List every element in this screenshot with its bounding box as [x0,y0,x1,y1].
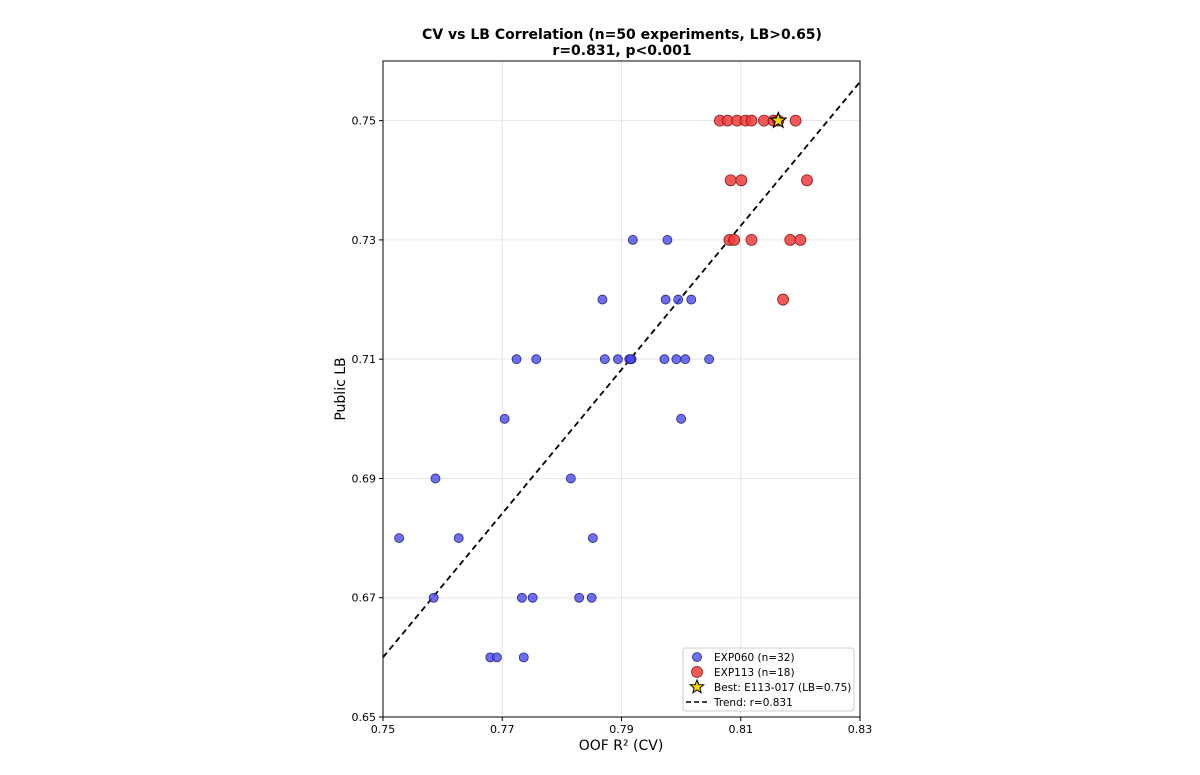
exp060-point [527,592,538,603]
exp060-point [625,354,636,365]
exp060-point [453,533,464,543]
exp060-point [676,413,687,424]
exp060-point [704,354,715,365]
exp060-point [517,592,527,603]
exp060-point [627,235,638,245]
y-tick-label: 0.67 [352,592,377,605]
exp060-point [597,294,608,305]
x-tick-label: 0.83 [848,723,873,736]
exp113-point [794,234,807,246]
x-tick-label: 0.75 [371,723,396,736]
legend-label-exp060: EXP060 (n=32) [714,652,795,664]
exp060-point [599,354,610,365]
y-tick-label: 0.71 [352,353,377,366]
trend-line [382,81,861,658]
x-tick-label: 0.81 [729,723,754,736]
y-axis-ticks: 0.65 0.67 0.69 0.71 0.73 0.75 [352,115,383,724]
exp060-point [394,533,404,543]
x-tick-label: 0.79 [609,723,634,736]
legend-label-trend: Trend: r=0.831 [713,697,793,709]
exp060-point [587,533,598,543]
y-axis-label: Public LB [333,357,349,420]
chart-subtitle: r=0.831, p<0.001 [552,43,691,59]
exp060-point [671,354,682,365]
grid-lines [382,61,861,718]
exp113-point [789,114,802,127]
exp060-point [613,354,623,365]
legend-star-icon [688,678,706,694]
exp113-point [745,234,758,246]
y-tick-label: 0.73 [352,234,377,247]
x-axis-label: OOF R² (CV) [579,738,664,754]
trend-layer [382,81,861,658]
exp113-point [728,234,741,246]
x-tick-label: 0.77 [490,723,515,736]
legend-label-best: Best: E113-017 (LB=0.75) [714,682,851,694]
exp060-point [662,235,673,245]
y-tick-label: 0.75 [352,115,377,128]
y-tick-label: 0.65 [352,711,377,724]
exp060-point [586,592,597,603]
exp060-point [531,354,542,365]
exp113-point [724,174,737,187]
exp060-point [686,294,697,305]
exp060-point [491,652,502,663]
exp113-point [735,174,748,187]
chart-title: CV vs LB Correlation (n=50 experiments, … [422,27,822,43]
exp113-point [801,174,813,187]
exp113-point [777,293,789,306]
exp060-point [428,592,439,603]
legend-marker-exp060 [692,652,702,662]
best-point-star [769,110,788,129]
data-points [394,110,813,663]
exp060-point [430,473,441,484]
legend-label-exp113: EXP113 (n=18) [714,667,795,679]
exp060-point [565,473,576,484]
exp113-point [745,114,758,127]
y-tick-label: 0.69 [352,472,377,485]
exp060-point [499,413,510,424]
legend-marker-exp113 [691,666,703,678]
exp060-point [511,354,522,365]
legend: EXP060 (n=32) EXP113 (n=18) Best: E113-0… [682,647,855,712]
exp060-point [680,354,691,365]
exp060-point [673,294,684,305]
exp060-point [659,354,670,365]
exp060-point [518,652,529,663]
exp060-point [660,294,671,305]
exp113-point [784,234,797,246]
legend-box [682,647,855,712]
exp060-point [574,592,585,603]
x-axis-ticks: 0.75 0.77 0.79 0.81 0.83 [371,717,873,736]
